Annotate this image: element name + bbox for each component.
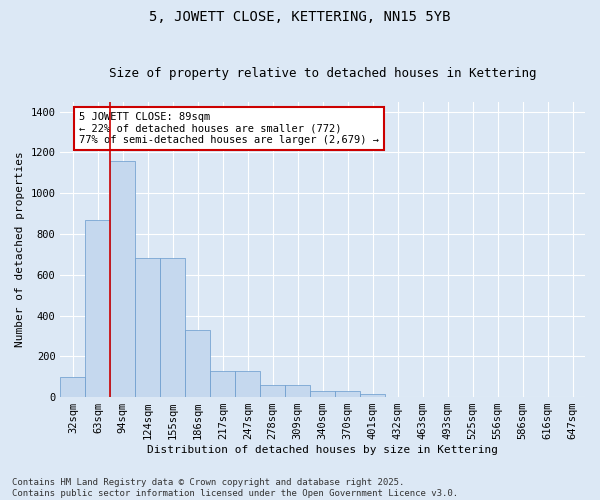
Text: 5 JOWETT CLOSE: 89sqm
← 22% of detached houses are smaller (772)
77% of semi-det: 5 JOWETT CLOSE: 89sqm ← 22% of detached … [79, 112, 379, 145]
Bar [185, 330, 210, 397]
Bar [110, 160, 136, 397]
Bar [160, 258, 185, 397]
Bar [85, 220, 110, 397]
Bar [310, 391, 335, 397]
X-axis label: Distribution of detached houses by size in Kettering: Distribution of detached houses by size … [147, 445, 498, 455]
Title: Size of property relative to detached houses in Kettering: Size of property relative to detached ho… [109, 66, 536, 80]
Y-axis label: Number of detached properties: Number of detached properties [15, 152, 25, 347]
Text: Contains HM Land Registry data © Crown copyright and database right 2025.
Contai: Contains HM Land Registry data © Crown c… [12, 478, 458, 498]
Bar [210, 370, 235, 397]
Bar [260, 385, 285, 397]
Bar [136, 258, 160, 397]
Bar [285, 385, 310, 397]
Text: 5, JOWETT CLOSE, KETTERING, NN15 5YB: 5, JOWETT CLOSE, KETTERING, NN15 5YB [149, 10, 451, 24]
Bar [235, 370, 260, 397]
Bar [61, 376, 85, 397]
Bar [335, 391, 360, 397]
Bar [360, 394, 385, 397]
